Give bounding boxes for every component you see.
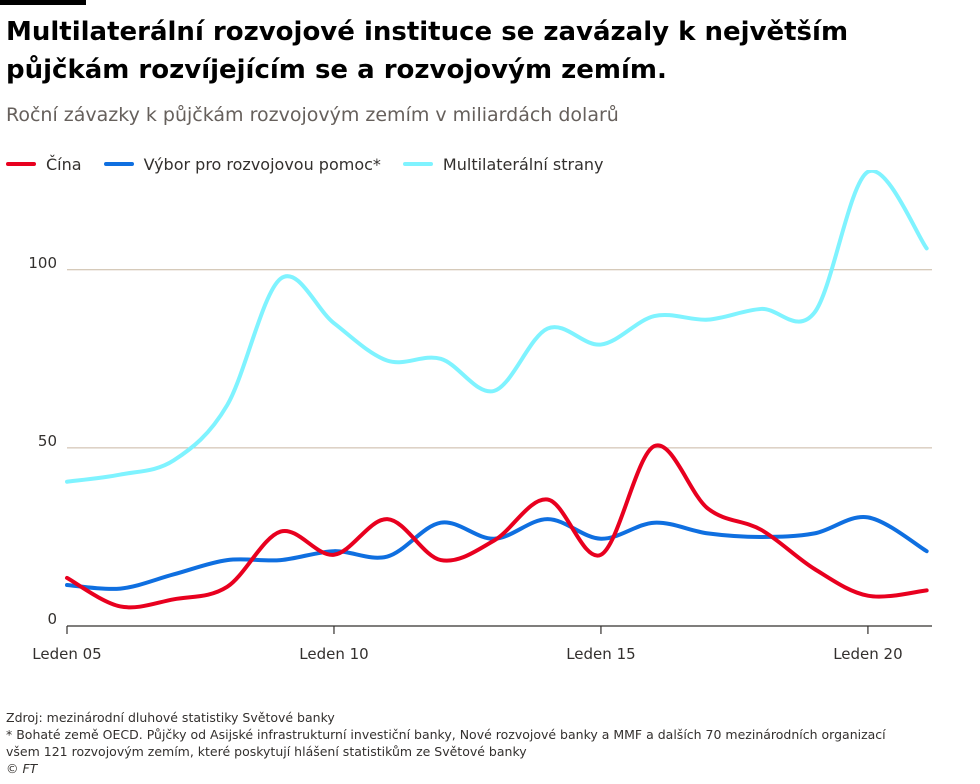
legend-item-china: Čína [6,155,82,174]
series-lines [65,170,929,610]
chart-subtitle: Roční závazky k půjčkám rozvojovým zemím… [6,104,619,126]
legend-swatch-dac [103,162,134,166]
legend-label-multilateral: Multilaterální strany [442,154,604,174]
legend-item-dac: Výbor pro rozvojovou pomoc* [103,154,381,174]
chart-title: Multilaterální rozvojové instituce se za… [6,13,966,89]
chart-title-line-1: Multilaterální rozvojové instituce se za… [6,17,849,47]
footnote-line-2: všem 121 rozvojovým zemím, které poskytu… [6,744,527,759]
ft-credit: © FT [6,761,38,776]
legend-item-multilateral: Multilaterální strany [402,154,604,174]
series-line-dac [65,515,929,591]
footer: Zdroj: mezinárodní dluhové statistiky Sv… [6,709,956,777]
legend-label-china: Čína [46,154,82,174]
x-tick-label-2005: Leden 05 [32,645,101,663]
chart-title-line-2: půjčkám rozvíjejícím se a rozvojovým zem… [6,55,667,85]
footnote-line-1: * Bohaté země OECD. Půjčky od Asijské in… [6,727,886,742]
top-accent-bar [0,0,86,5]
grid-lines [67,269,932,449]
series-line-multilateral [65,170,929,484]
legend-label-dac: Výbor pro rozvojovou pomoc* [143,154,381,174]
source-note: Zdroj: mezinárodní dluhové statistiky Sv… [6,710,335,725]
x-tick-label-2015: Leden 15 [566,645,635,663]
legend: Čína Výbor pro rozvojovou pomoc* Multila… [6,153,626,175]
series-line-china [65,443,929,610]
x-tick-label-2010: Leden 10 [299,645,368,663]
y-tick-label-100: 100 [28,254,57,272]
y-tick-label-50: 50 [38,432,57,450]
tick-labels: 0 50 100 Leden 05 Leden 10 Leden 15 Leden 20 [28,254,902,663]
x-axis [66,625,932,634]
line-chart: 0 50 100 Leden 05 Leden 10 Leden 15 Leden 20 [28,170,932,663]
legend-swatch-china [6,162,36,166]
y-tick-label-0: 0 [47,610,57,628]
x-tick-label-2020: Leden 20 [833,645,902,663]
legend-swatch-multilateral [402,162,433,166]
